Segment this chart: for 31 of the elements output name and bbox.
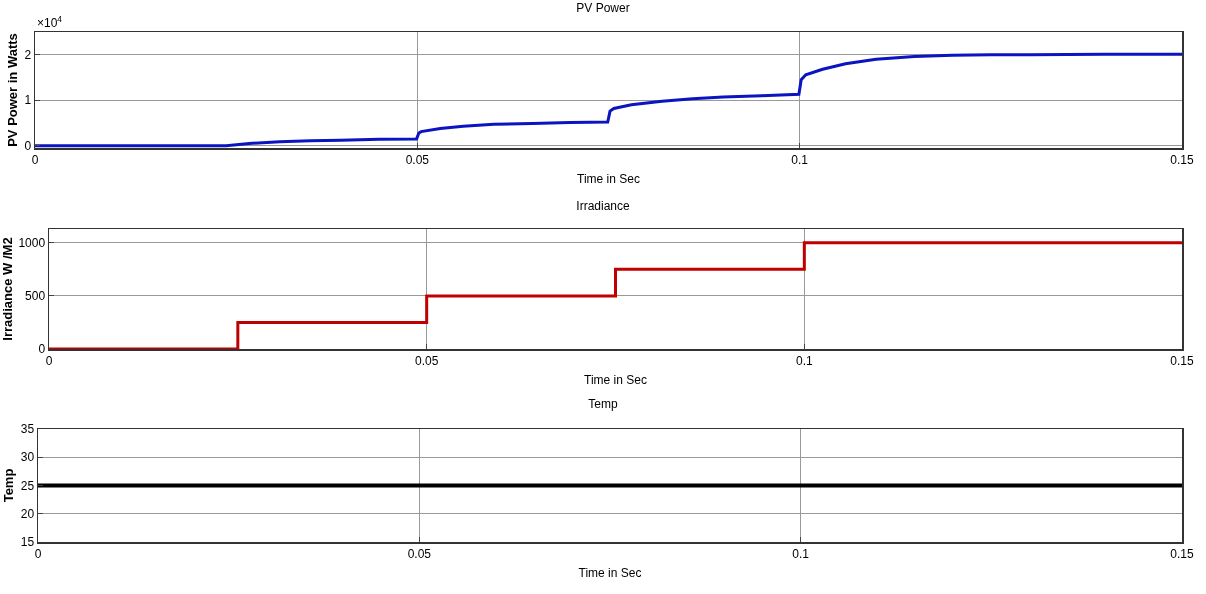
chart-title: Irradiance xyxy=(576,199,630,214)
y-tick-label: 1000 xyxy=(18,236,46,251)
y-tick-label: 1 xyxy=(24,93,32,108)
x-tick-label: 0.15 xyxy=(1170,152,1194,167)
y-tick-label: 0 xyxy=(24,138,32,153)
text: ×10$^{4}$ xyxy=(37,14,63,31)
x-tick-label: 0.05 xyxy=(405,152,430,167)
y-tick-label: 20 xyxy=(20,506,35,521)
x-tick-label: 0.05 xyxy=(414,353,439,368)
x-tick-label: 0.15 xyxy=(1170,546,1194,561)
x-axis-title: Time in Sec xyxy=(584,372,647,387)
chart-title: Temp xyxy=(588,397,618,412)
chart-title: PV Power xyxy=(576,1,630,16)
y-axis-title: Temp xyxy=(0,468,16,503)
y-axis-title: Irradiance W /M2 xyxy=(0,237,15,341)
x-axis-title: Time in Sec xyxy=(577,171,640,186)
x-tick-label: 0.1 xyxy=(792,546,810,561)
y-tick-label: 30 xyxy=(20,450,35,465)
x-tick-label: 0.1 xyxy=(795,353,813,368)
y-tick-label: 25 xyxy=(20,478,35,493)
y-axis-title: PV Power in Watts xyxy=(4,33,20,147)
x-tick-label: 0.15 xyxy=(1170,353,1194,368)
y-tick-label: 35 xyxy=(20,422,35,437)
y-tick-label: 0 xyxy=(38,342,46,357)
x-tick-label: 0.1 xyxy=(791,152,809,167)
x-tick-label: 0.05 xyxy=(407,546,432,561)
y-tick-label: 2 xyxy=(24,47,32,62)
y-tick-label: 15 xyxy=(20,535,35,550)
x-axis-title: Time in Sec xyxy=(578,565,642,580)
y-tick-label: 500 xyxy=(25,289,46,304)
line-series xyxy=(35,52,1182,148)
